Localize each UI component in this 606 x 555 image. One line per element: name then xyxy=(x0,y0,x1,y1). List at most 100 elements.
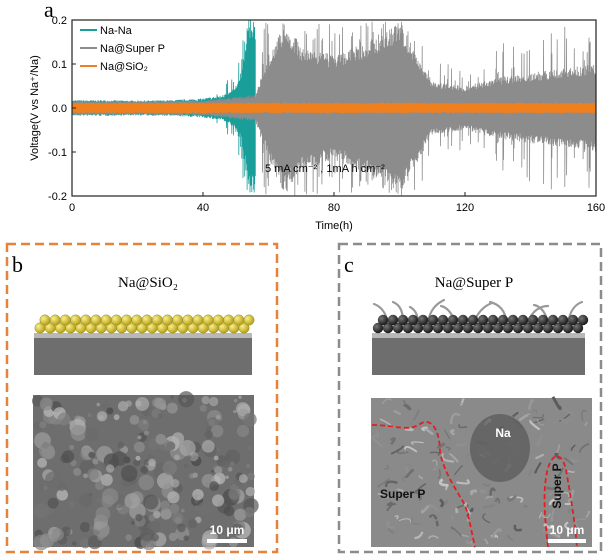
sem-grain xyxy=(88,451,95,459)
sem-fiber xyxy=(450,514,454,521)
sem-texture xyxy=(31,391,259,551)
sem-grain xyxy=(143,430,149,436)
panel-a-letter: a xyxy=(44,0,54,22)
sem-grain xyxy=(80,538,91,549)
sem-grain xyxy=(95,481,105,491)
sem-grain xyxy=(113,414,120,421)
sem-grain xyxy=(173,454,180,461)
sio2-particle xyxy=(39,314,51,326)
sem-fiber xyxy=(485,495,494,500)
sem-grain xyxy=(143,494,159,510)
sem-grain xyxy=(155,433,167,445)
super-p-coated-anode-schematic xyxy=(372,298,589,375)
sem-grain xyxy=(58,465,71,477)
scale-bar-b xyxy=(207,539,247,543)
sem-label-super-p-left: Super P xyxy=(380,487,425,501)
sem-fiber xyxy=(528,468,532,477)
sem-fiber xyxy=(482,503,496,509)
super-p-particle xyxy=(422,322,434,334)
super-p-particle xyxy=(437,314,449,326)
panel-b-frame xyxy=(5,242,279,554)
sem-fiber xyxy=(412,408,421,421)
sem-grain xyxy=(120,465,138,482)
sem-fiber xyxy=(532,409,537,414)
sem-grain xyxy=(148,514,156,522)
x-tick-label: 120 xyxy=(456,202,474,214)
scale-bar-label-c: 10 μm xyxy=(550,523,585,537)
sem-fiber xyxy=(570,458,579,464)
super-p-particle xyxy=(557,314,569,326)
axis-ticks: 0 40 80 120 160 -0.2 -0.1 0.0 0.1 0.2 xyxy=(48,15,605,214)
sio2-particle xyxy=(192,314,204,326)
scale-bar-c xyxy=(548,539,586,543)
sem-grain xyxy=(192,472,198,478)
sem-fiber xyxy=(513,524,523,532)
sem-fiber xyxy=(564,408,574,416)
sem-fiber xyxy=(421,426,428,432)
x-tick-label: 80 xyxy=(328,202,340,214)
super-p-particle xyxy=(387,314,399,326)
sem-fiber xyxy=(404,468,415,479)
sio2-particle xyxy=(243,314,255,326)
panel-b-letter: b xyxy=(12,252,23,277)
sem-fiber xyxy=(536,419,545,426)
sio2-coated-anode-schematic xyxy=(34,314,255,375)
sem-grain xyxy=(79,522,91,533)
sem-fiber xyxy=(438,478,449,487)
sem-fiber xyxy=(482,513,491,524)
sem-fiber xyxy=(551,396,562,411)
sem-grain xyxy=(129,414,140,425)
y-axis-title: Voltage(V vs Na⁺/Na) xyxy=(29,55,41,160)
sem-grain xyxy=(170,479,180,488)
sem-fiber xyxy=(396,488,404,493)
sem-grain xyxy=(197,501,212,517)
sem-grain xyxy=(222,459,231,468)
sem-grain xyxy=(228,487,241,500)
sem-grain xyxy=(70,424,87,441)
sem-grain xyxy=(56,489,69,501)
sem-fiber xyxy=(538,511,543,519)
substrate-top-face xyxy=(34,333,252,338)
legend-label-na-sio2: Na@SiO₂ xyxy=(100,61,148,73)
sem-grain xyxy=(43,485,48,491)
sem-texture-c xyxy=(370,396,591,548)
sem-fiber xyxy=(383,464,389,470)
sem-fiber xyxy=(384,480,398,488)
sem-fiber xyxy=(443,499,449,505)
sem-grain xyxy=(244,506,255,518)
super-p-particle xyxy=(552,322,564,334)
sem-grain xyxy=(170,395,174,399)
sem-fiber xyxy=(448,453,459,463)
sem-grain xyxy=(234,398,238,403)
sem-fiber xyxy=(546,485,559,491)
sem-grain xyxy=(238,395,242,399)
sem-fiber xyxy=(377,478,390,488)
sem-fiber xyxy=(410,516,420,526)
sem-grain xyxy=(171,432,185,445)
sem-fiber xyxy=(394,515,399,520)
sem-fiber xyxy=(458,423,468,429)
sem-grain xyxy=(39,421,47,429)
sem-grain xyxy=(201,439,215,453)
super-p-particle xyxy=(502,322,514,334)
sem-grain xyxy=(57,412,71,426)
sem-grain xyxy=(140,465,149,474)
sem-fiber xyxy=(404,427,414,432)
sem-fiber xyxy=(432,466,438,471)
super-p-particle xyxy=(477,314,489,326)
super-p-particle xyxy=(417,314,429,326)
panel-b-title: Na@SiO₂ xyxy=(118,275,178,291)
sem-grain xyxy=(69,444,75,450)
sem-grain xyxy=(186,455,192,461)
sem-grain xyxy=(183,535,189,541)
sem-grain xyxy=(160,508,172,520)
sem-grain xyxy=(87,468,99,481)
sem-grain xyxy=(225,475,229,480)
sem-grain xyxy=(112,451,128,466)
sem-fiber xyxy=(494,497,501,504)
sem-grain xyxy=(233,410,237,414)
sem-grain xyxy=(247,444,253,450)
sem-grain xyxy=(97,534,104,541)
sem-grain xyxy=(83,473,88,479)
sem-fiber xyxy=(554,452,562,460)
